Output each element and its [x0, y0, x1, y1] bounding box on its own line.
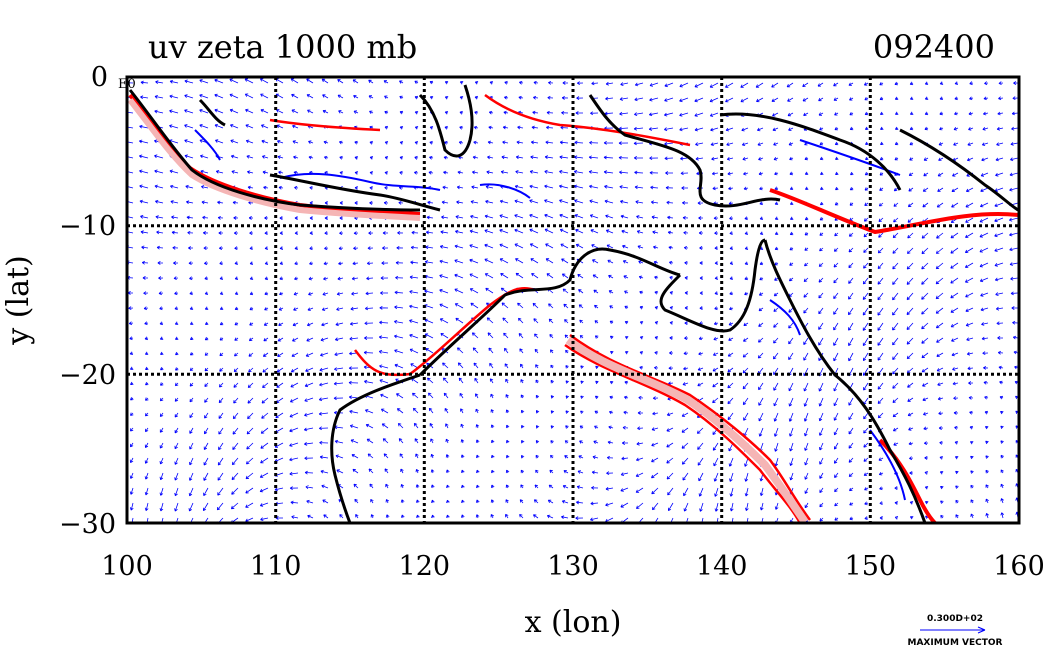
coastline-west-aus — [330, 373, 421, 523]
plot-frame — [125, 75, 1021, 525]
coastline-malaya — [198, 98, 226, 127]
neg-contour-nsw — [869, 429, 906, 501]
contour-shelf-a — [569, 333, 812, 521]
contour-sumatra-fill — [127, 98, 421, 221]
coastline-gulf — [659, 238, 766, 333]
x-tick-labels: 100 110 120 130 140 150 160 — [101, 551, 1045, 582]
coastline-north-aus — [418, 247, 681, 377]
coastline-newguinea — [719, 112, 902, 191]
y-axis-label: y (lat) — [1, 255, 36, 345]
vector-legend: 0.300D+02 MAXIMUM VECTOR — [907, 614, 1002, 648]
coastline-java — [269, 173, 441, 212]
coastline-sumatra — [128, 89, 421, 212]
contour-newguinea — [769, 188, 1019, 235]
positive-vorticity-contours — [127, 93, 1019, 523]
neg-contour-sumatra — [194, 129, 221, 161]
y-tick-label-m20: −20 — [59, 360, 116, 391]
coastline-sulawesi — [588, 94, 781, 208]
x-tick-label-160: 160 — [993, 551, 1045, 582]
y-tick-label-0: 0 — [91, 62, 108, 93]
x-tick-label-120: 120 — [399, 551, 451, 582]
x-axis-label: x (lon) — [525, 605, 622, 640]
y-tick-labels: 0 −10 −20 −30 — [59, 62, 116, 540]
x-tick-label-110: 110 — [250, 551, 302, 582]
coastline-borneo — [418, 84, 474, 158]
vector-legend-label: MAXIMUM VECTOR — [907, 638, 1002, 648]
vector-legend-arrowhead — [977, 626, 986, 634]
contour-java — [269, 118, 381, 132]
corner-label: E0 — [118, 77, 136, 92]
chart-title: uv zeta 1000 mb — [148, 28, 417, 66]
vector-legend-value: 0.300D+02 — [927, 614, 983, 624]
coastline-east-aus — [763, 239, 927, 523]
wind-vector-field — [127, 78, 1019, 523]
coastline-png-east — [899, 128, 1019, 212]
coastlines — [128, 84, 1019, 523]
neg-contour-qld — [769, 299, 801, 336]
wind-vectors — [127, 78, 1019, 523]
x-tick-label-130: 130 — [547, 551, 599, 582]
neg-contour-java — [279, 172, 441, 191]
x-tick-label-150: 150 — [845, 551, 897, 582]
grid — [127, 77, 1019, 523]
contour-borneo — [484, 93, 691, 147]
y-tick-label-m10: −10 — [59, 211, 116, 242]
neg-contour-lesser-sunda — [479, 183, 531, 199]
x-tick-label-140: 140 — [696, 551, 748, 582]
contour-wa — [354, 286, 536, 377]
y-tick-label-m30: −30 — [59, 509, 116, 540]
time-label: 092400 — [873, 28, 995, 66]
contour-shelf-fill — [565, 336, 809, 523]
contour-shelf-b — [564, 343, 802, 523]
x-tick-label-100: 100 — [101, 551, 153, 582]
